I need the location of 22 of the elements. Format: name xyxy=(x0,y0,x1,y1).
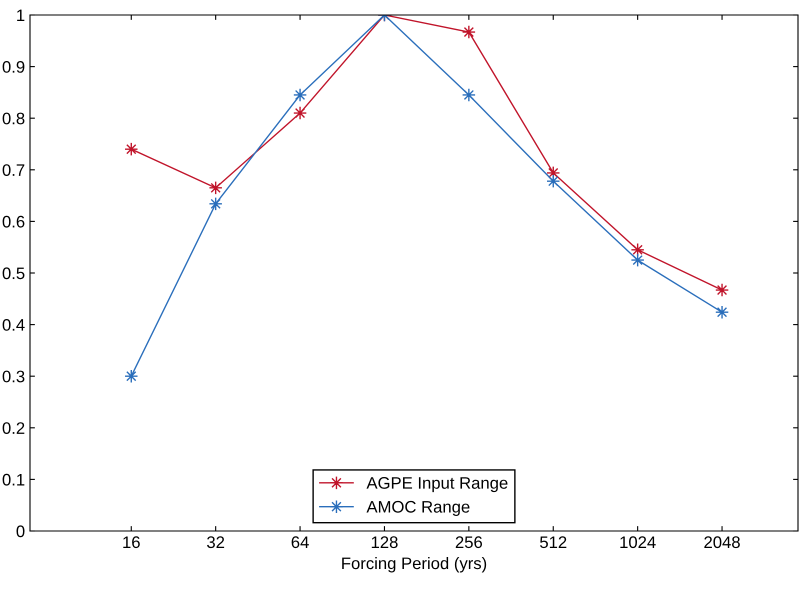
x-tick-label: 256 xyxy=(456,536,482,548)
y-tick-label: 0.8 xyxy=(2,112,24,124)
y-tick-label: 0 xyxy=(16,525,24,538)
x-tick-label: 16 xyxy=(123,536,140,548)
y-tick-label: 0.1 xyxy=(2,474,24,486)
x-tick-label: 32 xyxy=(207,536,224,548)
x-tick-label: 2048 xyxy=(704,536,740,548)
y-tick-label: 0.7 xyxy=(2,164,24,176)
x-tick-label: 64 xyxy=(292,536,309,548)
y-tick-label: 0.3 xyxy=(2,370,24,382)
x-tick-label: 128 xyxy=(372,536,398,548)
y-tick-label: 0.2 xyxy=(2,422,24,434)
y-tick-label: 0.5 xyxy=(2,267,24,280)
y-tick-label: 0.6 xyxy=(2,216,24,228)
y-tick-label: 0.9 xyxy=(2,61,24,73)
x-tick-label: 512 xyxy=(540,536,566,548)
y-tick-label: 0.4 xyxy=(2,319,25,331)
x-tick-label: 1024 xyxy=(620,536,656,548)
legend-label: AGPE Input Range xyxy=(366,477,508,492)
y-tick-label: 1 xyxy=(17,10,24,22)
x-axis-title: Forcing Period (yrs) xyxy=(342,556,486,572)
legend-label: AMOC Range xyxy=(366,500,470,516)
